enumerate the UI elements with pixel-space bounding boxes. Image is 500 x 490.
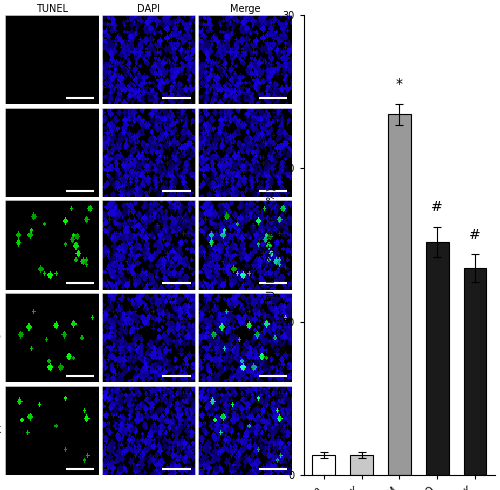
Title: DAPI: DAPI <box>137 4 160 14</box>
Text: #: # <box>469 228 481 242</box>
Text: *: * <box>396 77 403 92</box>
Bar <box>388 115 410 475</box>
Text: #: # <box>432 200 443 214</box>
Bar <box>426 242 448 475</box>
Bar <box>312 455 335 475</box>
Y-axis label: TUNEL-positive cells(%): TUNEL-positive cells(%) <box>267 187 277 303</box>
Title: Merge: Merge <box>230 4 260 14</box>
Title: TUNEL: TUNEL <box>36 4 68 14</box>
Y-axis label: CM+XZK: CM+XZK <box>0 426 2 435</box>
Bar <box>350 455 373 475</box>
Y-axis label: CM+ATO: CM+ATO <box>0 333 1 343</box>
Bar <box>464 268 486 475</box>
